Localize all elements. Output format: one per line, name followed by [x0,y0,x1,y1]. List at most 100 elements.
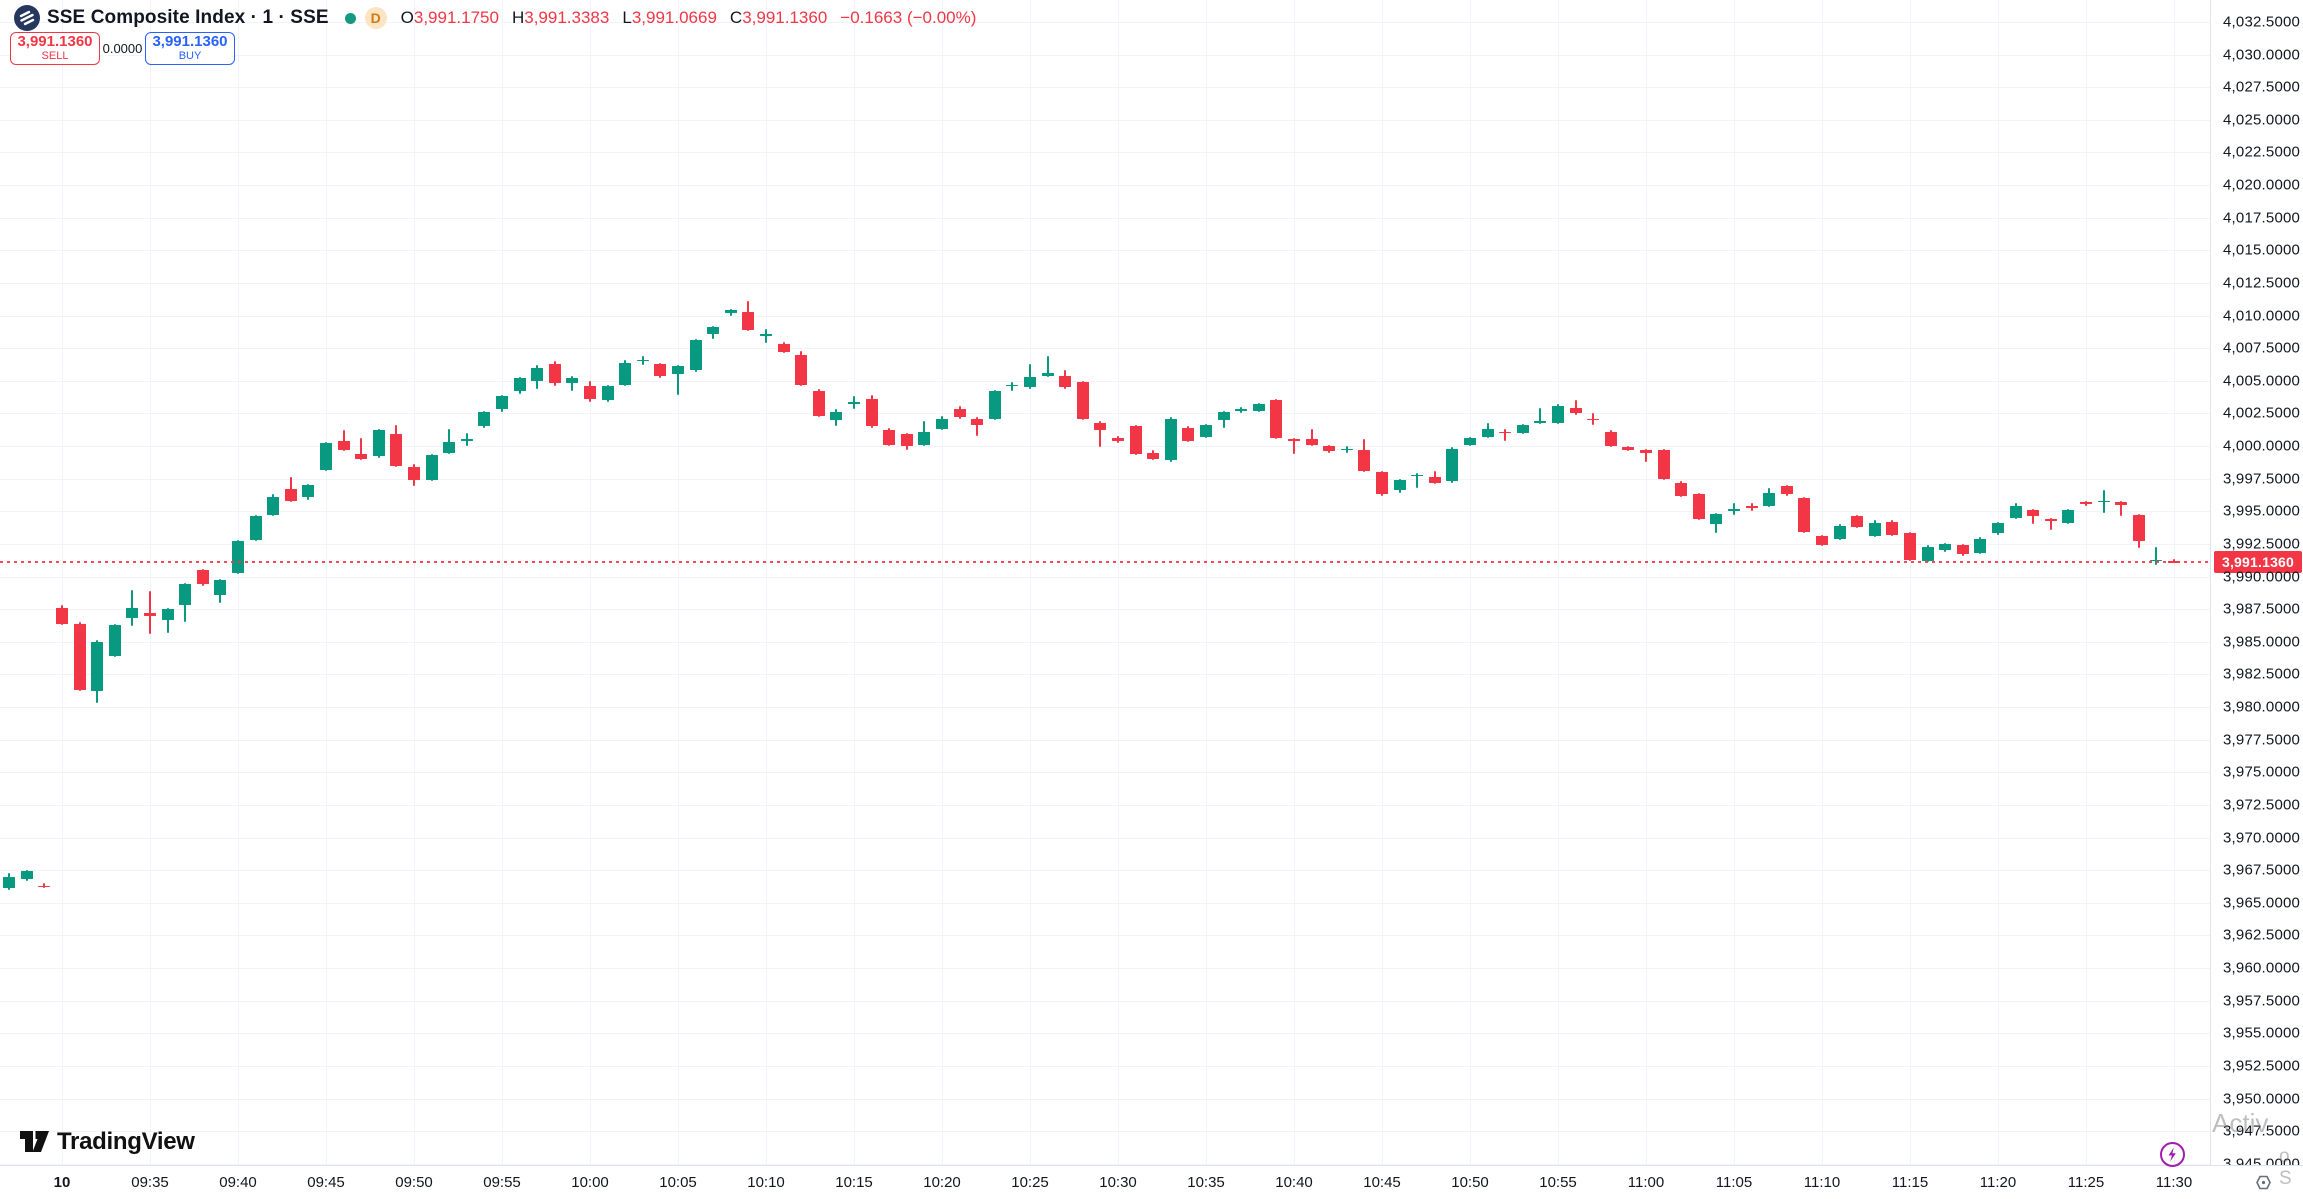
candle[interactable] [1252,404,1265,411]
candle[interactable] [1534,421,1547,423]
candle[interactable] [284,489,297,501]
candle[interactable] [1411,474,1424,477]
realtime-bolt-icon[interactable] [2159,1141,2186,1168]
candle[interactable] [38,885,51,888]
candle[interactable] [355,453,368,460]
candle[interactable] [1481,429,1494,437]
candle[interactable] [1340,448,1353,451]
candle[interactable] [390,434,403,466]
time-axis[interactable]: 10 09:35 09:40 09:45 09:50 09:55 10:00 10:05 10:… [0,1165,2303,1199]
candle[interactable] [496,396,508,410]
candle[interactable] [232,541,244,573]
candle[interactable] [2044,519,2057,521]
candle[interactable] [460,439,473,441]
candle[interactable] [2062,509,2075,524]
candle[interactable] [425,455,438,480]
candle[interactable] [1516,425,1529,433]
candle[interactable] [1552,405,1564,423]
candle[interactable] [1798,498,1811,533]
candle[interactable] [848,401,860,405]
candle[interactable] [2009,506,2022,518]
candle[interactable] [672,366,684,375]
candle[interactable] [1587,418,1600,421]
candle[interactable] [1112,438,1124,441]
candle[interactable] [971,418,984,426]
candle[interactable] [1569,408,1582,414]
candle[interactable] [337,440,350,450]
candle[interactable] [1886,521,1899,535]
candle[interactable] [1939,543,1952,551]
candle[interactable] [1376,472,1388,495]
candle[interactable] [1270,400,1283,439]
candle[interactable] [689,340,702,371]
candle[interactable] [478,412,491,427]
candle[interactable] [1816,536,1828,546]
connection-status-dot-icon[interactable] [344,12,356,24]
candle[interactable] [1305,439,1318,445]
candle[interactable] [830,412,843,420]
candle[interactable] [1763,493,1776,507]
candle[interactable] [408,466,420,480]
candle[interactable] [214,580,227,595]
candle[interactable] [1129,426,1142,454]
candle[interactable] [161,609,174,620]
candle[interactable] [513,378,526,392]
axis-settings-gear-icon[interactable] [2255,1174,2272,1191]
candle[interactable] [108,624,121,657]
candle[interactable] [760,333,772,337]
candle[interactable] [2115,502,2128,505]
candle[interactable] [1675,482,1688,496]
candle[interactable] [1393,479,1406,491]
candle[interactable] [1657,449,1670,479]
candle[interactable] [1164,418,1177,461]
candle[interactable] [1323,446,1336,452]
candle[interactable] [144,613,156,616]
candle[interactable] [636,359,649,362]
candle[interactable] [1780,486,1793,495]
candle[interactable] [1604,431,1617,446]
tradingview-logo[interactable]: TradingView [20,1128,195,1156]
delayed-data-badge[interactable]: D [364,7,387,29]
candle[interactable] [2027,509,2040,517]
candle[interactable] [1041,372,1054,376]
candle[interactable] [584,385,596,400]
candle[interactable] [1992,523,2004,534]
candle[interactable] [1288,439,1300,441]
candle[interactable] [795,354,808,385]
candle[interactable] [1094,422,1107,431]
candle[interactable] [2080,502,2092,504]
candle[interactable] [1710,513,1723,525]
candle[interactable] [953,409,966,418]
candle[interactable] [1868,523,1881,537]
candle[interactable] [988,391,1001,419]
candle[interactable] [443,442,456,453]
candle[interactable] [1464,438,1476,445]
candle[interactable] [707,327,720,334]
symbol-title[interactable]: SSE Composite Index · 1 · SSE [47,7,329,28]
candle[interactable] [619,362,632,385]
candle[interactable] [918,431,931,445]
candle[interactable] [1622,447,1635,450]
candle[interactable] [1728,508,1740,512]
candle[interactable] [865,399,878,427]
candle[interactable] [372,430,385,457]
candle[interactable] [1974,538,1987,554]
candle[interactable] [654,363,667,376]
candle[interactable] [548,363,561,384]
candle[interactable] [1235,409,1248,411]
candle[interactable] [1692,494,1705,520]
candle[interactable] [91,641,104,692]
candle[interactable] [531,367,544,381]
candle[interactable] [3,876,16,889]
candle[interactable] [1640,449,1652,453]
candle[interactable] [812,391,825,416]
candle[interactable] [1956,545,1969,555]
candle[interactable] [1059,375,1072,388]
candle[interactable] [1499,431,1512,434]
candle[interactable] [1217,412,1230,420]
price-axis[interactable]: 3,991.1360 4,032.5000 4,030.0000 4,027.500… [2210,0,2303,1172]
candle[interactable] [1006,384,1019,387]
candle[interactable] [1428,477,1441,483]
candle[interactable] [742,311,755,330]
candle[interactable] [73,623,86,691]
